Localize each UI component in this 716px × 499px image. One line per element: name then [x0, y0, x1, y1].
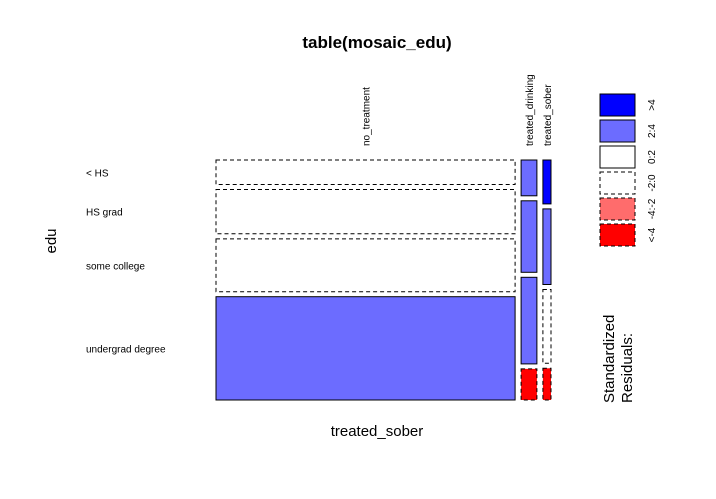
row-label-some-college: some college: [86, 261, 145, 272]
legend-swatch-3: [599, 171, 636, 195]
tile-treated-sober-some-college: [542, 289, 552, 364]
legend-swatch-2: [599, 145, 636, 169]
column-label-no-treatment: no_treatment: [362, 87, 373, 146]
legend-label-2: 0:2: [647, 150, 658, 164]
legend-label-4: -4:-2: [647, 198, 658, 219]
y-axis-label: edu: [43, 228, 60, 253]
column-labels: no_treatment treated_drinking treated_sobe…: [362, 74, 555, 146]
tile-treated-drinking-hs: [520, 159, 538, 197]
column-label-treated-sober: treated_sober: [543, 84, 554, 146]
column-label-treated-drinking: treated_drinking: [525, 74, 536, 146]
x-axis-label: treated_sober: [331, 423, 424, 440]
tile-no-treatment-hs-grad: [215, 189, 516, 235]
tile-no-treatment-hs: [215, 159, 516, 185]
legend-title-line-2: Residuals:: [619, 333, 636, 403]
chart-title: table(mosaic_edu): [302, 33, 451, 52]
legend-label-5: <-4: [647, 227, 658, 242]
legend: >4 2:4 0:2 -2:0 -4:-2 <-4 Standardized Residual…: [599, 93, 658, 403]
legend-swatch-5: [599, 223, 636, 247]
tile-no-treatment-some-college: [215, 238, 516, 293]
tile-treated-sober-undergrad-degree: [542, 367, 552, 401]
legend-label-3: -2:0: [647, 174, 658, 192]
legend-swatch-4: [599, 197, 636, 221]
row-labels: < HS HS grad some college undergrad degree: [86, 168, 166, 355]
mosaic-tiles: [215, 159, 552, 401]
tile-treated-sober-hs-grad: [542, 208, 552, 285]
tile-no-treatment-undergrad-degree: [215, 296, 516, 401]
tile-treated-sober-hs: [542, 159, 552, 205]
legend-label-1: 2:4: [647, 124, 658, 138]
tile-treated-drinking-some-college: [520, 276, 538, 365]
row-label-hs-grad: HS grad: [86, 208, 123, 219]
row-label-undergrad-degree: undergrad degree: [86, 344, 166, 355]
legend-swatch-0: [599, 93, 636, 117]
legend-label-0: >4: [647, 99, 658, 111]
legend-title-line-1: Standardized: [601, 315, 618, 403]
tile-treated-drinking-hs-grad: [520, 200, 538, 273]
tile-treated-drinking-undergrad-degree: [520, 368, 538, 401]
row-label-hs: < HS: [86, 168, 109, 179]
legend-swatch-1: [599, 119, 636, 143]
